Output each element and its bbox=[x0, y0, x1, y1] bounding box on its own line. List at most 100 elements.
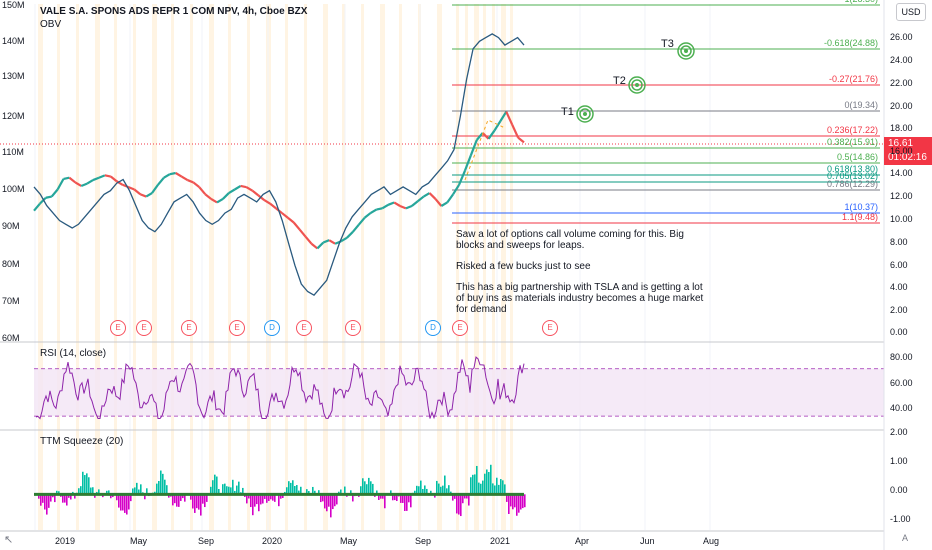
ttm-histogram-bar bbox=[296, 485, 298, 495]
earnings-event-icon[interactable]: E bbox=[345, 320, 361, 336]
target-ring-icon bbox=[680, 45, 692, 57]
ttm-histogram-bar bbox=[68, 494, 70, 498]
ttm-histogram-bar bbox=[54, 494, 56, 503]
ttm-histogram-bar bbox=[328, 494, 330, 507]
ttm-histogram-bar bbox=[414, 490, 416, 495]
session-band bbox=[228, 4, 231, 530]
price-segment bbox=[181, 175, 189, 182]
price-segment bbox=[133, 188, 141, 196]
fib-retracement[interactable] bbox=[0, 4, 884, 224]
ttm-histogram-bar bbox=[156, 483, 158, 495]
ttm-histogram-bar bbox=[470, 477, 472, 495]
rsi-legend: RSI (14, close) bbox=[40, 348, 107, 359]
ttm-histogram-bar bbox=[280, 494, 282, 499]
session-band bbox=[483, 4, 486, 530]
ttm-histogram-bar bbox=[98, 489, 100, 495]
session-band bbox=[152, 4, 157, 530]
ttm-histogram-bar bbox=[160, 470, 162, 495]
ttm-histogram-bar bbox=[242, 487, 244, 495]
fib-level-label: -0.27(21.76) bbox=[828, 74, 878, 84]
ttm-histogram-bar bbox=[476, 465, 478, 495]
session-band bbox=[285, 4, 288, 530]
earnings-event-icon[interactable]: E bbox=[296, 320, 312, 336]
ttm-histogram-bar bbox=[40, 494, 42, 506]
price-segment bbox=[440, 201, 448, 207]
dividend-event-icon[interactable]: D bbox=[425, 320, 441, 336]
price-segment bbox=[446, 193, 455, 204]
earnings-event-icon[interactable]: E bbox=[136, 320, 152, 336]
ttm-histogram-bar bbox=[58, 491, 60, 495]
ttm-histogram-bar bbox=[74, 494, 76, 499]
ttm-histogram-bar bbox=[364, 481, 366, 495]
target-ring-icon bbox=[576, 105, 594, 123]
earnings-event-icon[interactable]: E bbox=[181, 320, 197, 336]
ttm-histogram-bar bbox=[64, 494, 66, 503]
note-paragraph-2: Risked a few bucks just to see bbox=[456, 261, 591, 272]
ttm-histogram-bar bbox=[344, 486, 346, 495]
rsi-pane bbox=[34, 356, 884, 420]
tradingview-logo-icon[interactable]: ↖ bbox=[4, 534, 14, 546]
ttm-histogram-bar bbox=[192, 494, 194, 509]
price-segment bbox=[269, 202, 277, 210]
ttm-histogram-bar bbox=[418, 486, 420, 495]
session-band bbox=[456, 4, 459, 530]
obv-series bbox=[33, 33, 525, 297]
ttm-histogram-bar bbox=[182, 494, 184, 499]
ttm-histogram-bar bbox=[214, 474, 216, 495]
ttm-histogram-bar bbox=[402, 494, 404, 503]
ttm-histogram-bar bbox=[122, 494, 124, 511]
ttm-histogram-bar bbox=[258, 494, 260, 512]
ttm-histogram-bar bbox=[394, 494, 396, 501]
ttm-histogram-bar bbox=[106, 490, 108, 495]
ttm-histogram-bar bbox=[62, 494, 64, 503]
price-segment bbox=[298, 228, 307, 238]
target-label-t2: T2 bbox=[613, 75, 626, 87]
price-segment bbox=[346, 231, 354, 239]
ttm-histogram-bar bbox=[184, 494, 186, 502]
pane-dividers[interactable] bbox=[0, 0, 885, 550]
price-segment bbox=[45, 195, 52, 199]
ttm-histogram-bar bbox=[50, 494, 52, 502]
ttm-histogram-bar bbox=[390, 490, 392, 495]
earnings-event-icon[interactable]: E bbox=[110, 320, 126, 336]
session-band bbox=[190, 4, 193, 530]
ttm-histogram-bar bbox=[94, 494, 96, 498]
price-axis-label: 16.00 bbox=[890, 146, 913, 156]
earnings-event-icon[interactable]: E bbox=[229, 320, 245, 336]
rsi-band bbox=[34, 368, 884, 417]
ttm-histogram-bar bbox=[422, 488, 424, 495]
ttm-histogram-bar bbox=[350, 490, 352, 495]
ttm-histogram-bar bbox=[472, 474, 474, 495]
session-band bbox=[114, 4, 117, 530]
ttm-histogram-bar bbox=[512, 494, 514, 510]
target-markers[interactable] bbox=[464, 42, 695, 181]
price-segment bbox=[517, 136, 525, 144]
time-axis-label: May bbox=[340, 536, 358, 546]
price-segment bbox=[381, 203, 389, 210]
ttm-histogram-bar bbox=[124, 494, 126, 513]
auto-scale-button[interactable]: A bbox=[902, 533, 909, 543]
ttm-histogram-bar bbox=[502, 480, 504, 495]
ttm-histogram-bar bbox=[138, 489, 140, 495]
ttm-histogram-bar bbox=[234, 490, 236, 495]
ttm-histogram-bar bbox=[352, 494, 354, 502]
ttm-histogram-bar bbox=[436, 480, 438, 495]
price-segment bbox=[363, 212, 372, 219]
fib-level-label: 0.618(13.80) bbox=[826, 164, 878, 174]
ttm-histogram-bar bbox=[180, 494, 182, 501]
earnings-event-icon[interactable]: E bbox=[542, 320, 558, 336]
ttm-histogram-bar bbox=[404, 494, 406, 511]
ttm-histogram-bar bbox=[222, 484, 224, 495]
ttm-histogram-bar bbox=[366, 484, 368, 495]
ttm-histogram-bar bbox=[44, 494, 46, 510]
price-segment bbox=[316, 241, 325, 250]
ttm-histogram-bar bbox=[212, 480, 214, 495]
price-series bbox=[33, 111, 525, 250]
earnings-event-icon[interactable]: E bbox=[452, 320, 468, 336]
ttm-histogram-bar bbox=[246, 494, 248, 504]
currency-button[interactable]: USD bbox=[896, 3, 926, 21]
ttm-histogram-bar bbox=[500, 479, 502, 495]
dividend-event-icon[interactable]: D bbox=[264, 320, 280, 336]
ttm-histogram-bar bbox=[308, 491, 310, 495]
